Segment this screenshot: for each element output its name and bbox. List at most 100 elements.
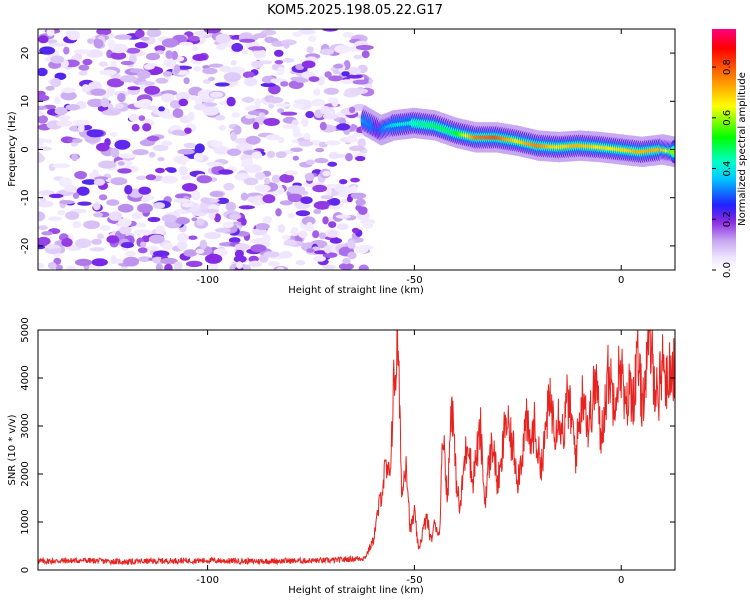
noise-cell <box>181 202 194 208</box>
noise-cell <box>242 264 252 270</box>
noise-cell <box>134 229 152 236</box>
noise-cell <box>287 213 295 219</box>
noise-cell <box>241 96 255 103</box>
noise-cell <box>313 88 321 96</box>
noise-cell <box>321 264 337 270</box>
noise-cell <box>306 46 314 54</box>
noise-cell <box>191 190 201 201</box>
noise-cell <box>57 209 66 216</box>
noise-cell <box>293 103 305 109</box>
noise-cell <box>65 211 80 220</box>
noise-cell <box>355 44 374 51</box>
noise-cell <box>77 201 92 206</box>
noise-cell <box>63 46 70 55</box>
noise-cell <box>124 184 133 195</box>
noise-cell <box>248 260 262 268</box>
noise-cell <box>204 253 223 264</box>
noise-cell <box>223 182 235 191</box>
noise-cell <box>74 171 87 179</box>
noise-cell <box>328 221 337 229</box>
noise-cell <box>76 186 90 196</box>
noise-cell <box>282 124 298 129</box>
noise-cell <box>292 155 299 161</box>
noise-cell <box>226 96 236 107</box>
noise-cell <box>231 112 241 118</box>
y-tick-label: 0 <box>20 146 31 152</box>
noise-cell <box>86 49 104 58</box>
noise-cell <box>274 60 284 65</box>
noise-cell <box>98 194 108 201</box>
noise-cell <box>208 76 216 82</box>
noise-cell <box>213 145 230 155</box>
noise-cell <box>216 44 226 51</box>
noise-cell <box>81 84 90 93</box>
noise-cell <box>301 60 316 69</box>
noise-cell <box>258 112 266 118</box>
noise-cell <box>38 110 44 117</box>
noise-cell <box>210 140 223 148</box>
noise-cell <box>290 227 299 237</box>
noise-cell <box>336 223 349 231</box>
noise-cell <box>138 247 148 254</box>
noise-cell <box>60 91 77 101</box>
noise-cell <box>292 31 302 37</box>
noise-cell <box>161 140 173 146</box>
noise-cell <box>248 46 266 51</box>
noise-cell <box>72 119 91 126</box>
noise-cell <box>254 184 271 192</box>
noise-cell <box>140 241 147 248</box>
noise-cell <box>238 205 255 210</box>
noise-cell <box>320 105 331 115</box>
noise-cell <box>193 152 204 162</box>
noise-cell <box>138 81 156 86</box>
noise-cell <box>298 140 314 147</box>
noise-cell <box>106 235 119 244</box>
noise-cell <box>175 208 186 214</box>
colorbar-tick-label: 0.0 <box>722 262 733 278</box>
noise-cell <box>58 114 71 121</box>
noise-cell <box>114 139 131 150</box>
noise-cell <box>191 217 198 222</box>
noise-cell <box>268 103 275 109</box>
noise-cell <box>106 78 124 88</box>
noise-cell <box>78 64 90 71</box>
snr-panel: -100 -50 0 0 1000 2000 3000 4000 5000 Height of… <box>7 317 676 596</box>
noise-cell <box>263 251 280 258</box>
noise-cell <box>155 167 165 174</box>
noise-cell <box>271 174 281 183</box>
noise-cell <box>117 203 134 213</box>
noise-cell <box>47 39 58 44</box>
noise-cell <box>239 38 256 43</box>
noise-cell <box>263 118 280 126</box>
noise-cell <box>145 174 157 181</box>
noise-cell <box>210 91 223 98</box>
noise-cell <box>349 145 366 152</box>
noise-cell <box>126 47 141 54</box>
noise-cell <box>223 72 242 82</box>
noise-cell <box>182 183 198 192</box>
noise-cell <box>128 113 139 122</box>
x-tick-label: 0 <box>618 575 624 586</box>
noise-cell <box>222 221 234 229</box>
noise-cell <box>251 151 263 159</box>
noise-cell <box>324 245 332 254</box>
noise-cell <box>175 91 191 102</box>
noise-cell <box>254 98 261 108</box>
noise-cell <box>173 261 183 270</box>
noise-cell <box>55 264 64 270</box>
noise-cell <box>58 177 73 187</box>
noise-cell <box>162 71 173 77</box>
noise-cell <box>275 208 282 217</box>
spectrogram-x-label: Height of straight line (km) <box>288 285 424 296</box>
noise-cell <box>38 67 48 77</box>
noise-cell <box>323 87 339 95</box>
noise-cell <box>353 54 363 60</box>
noise-cell <box>183 77 190 85</box>
noise-cell <box>268 96 284 104</box>
noise-cell <box>283 42 290 49</box>
noise-cell <box>134 222 147 228</box>
noise-cell <box>364 83 373 89</box>
noise-cell <box>355 155 366 162</box>
noise-cell <box>243 177 259 186</box>
x-tick-label: 0 <box>618 275 624 286</box>
